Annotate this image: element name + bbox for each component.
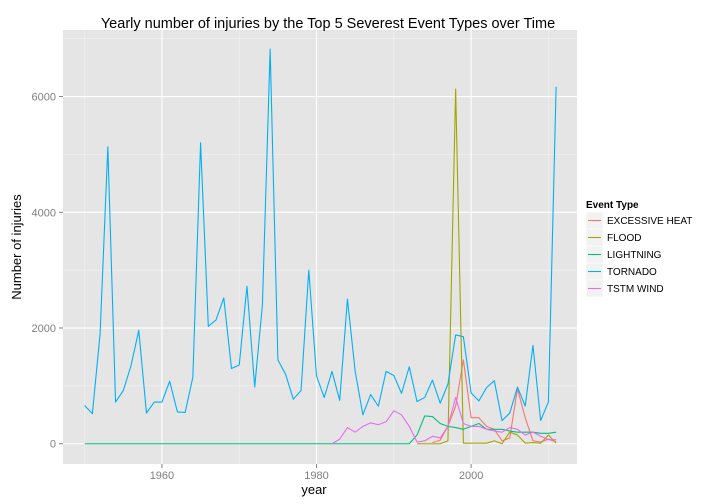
y-tick-label: 4000 — [32, 207, 56, 219]
legend-items: EXCESSIVE HEAT FLOOD LIGHTNING TORNADO TSTM … — [585, 211, 692, 298]
legend-label: FLOOD — [607, 233, 641, 244]
legend-item-tornado: TORNADO — [585, 262, 657, 281]
chart-title: Yearly number of injuries by the Top 5 S… — [101, 16, 555, 32]
x-tick-label: 1980 — [304, 470, 328, 482]
legend-item-flood: FLOOD — [585, 228, 641, 247]
legend-item-lightning: LIGHTNING — [585, 245, 662, 264]
series-line-lightning — [84, 415, 557, 445]
y-tick-label: 2000 — [32, 323, 56, 335]
legend-label: TORNADO — [607, 267, 657, 278]
y-tick-label: 6000 — [32, 92, 56, 104]
legend-label: LIGHTNING — [607, 250, 662, 261]
series-line-flood — [417, 88, 557, 445]
legend-title: Event Type — [586, 200, 639, 211]
plot-panel — [63, 30, 577, 464]
y-axis-title: Number of injuries — [9, 194, 24, 300]
y-axis-ticks — [59, 96, 63, 445]
series-lines — [84, 48, 557, 445]
legend-label: EXCESSIVE HEAT — [607, 216, 692, 227]
x-axis-tick-labels: 1960 1980 2000 — [150, 470, 484, 482]
x-tick-label: 2000 — [459, 470, 483, 482]
x-axis-ticks — [161, 464, 472, 468]
y-tick-label: 0 — [50, 439, 56, 451]
y-axis-tick-labels: 0 2000 4000 6000 — [32, 92, 56, 451]
legend-item-excessive-heat: EXCESSIVE HEAT — [585, 211, 692, 230]
x-axis-title: year — [301, 482, 327, 497]
legend-label: TSTM WIND — [607, 284, 664, 295]
legend: Event Type EXCESSIVE HEAT FLOOD LIGHTNING T… — [585, 200, 692, 298]
series-line-tstm-wind — [331, 396, 557, 445]
legend-item-tstm-wind: TSTM WIND — [585, 279, 664, 298]
x-tick-label: 1960 — [150, 470, 174, 482]
series-line-tornado — [84, 48, 557, 422]
